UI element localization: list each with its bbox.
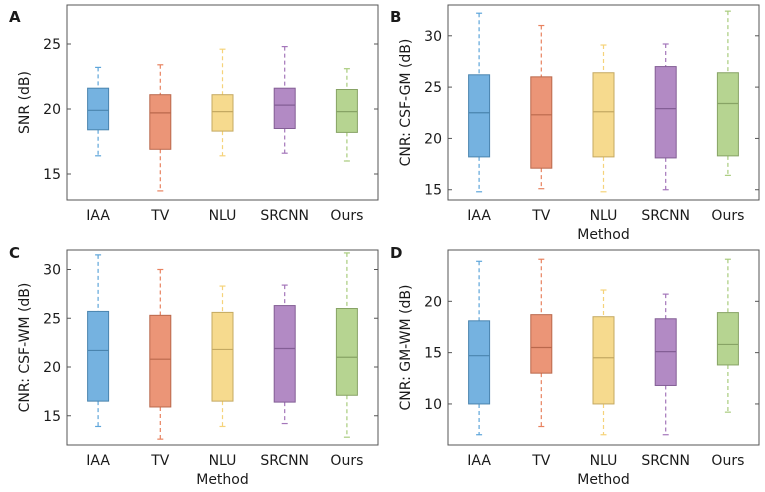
box-ours <box>335 68 358 162</box>
x-tick-label: IAA <box>86 208 110 224</box>
box-body <box>335 308 358 396</box>
y-tick-label: 20 <box>43 360 61 376</box>
x-tick-label: SRCNN <box>260 208 309 224</box>
y-tick-label: 10 <box>424 397 442 413</box>
box-body <box>592 72 615 158</box>
plot-frame <box>66 249 379 446</box>
y-tick-label: 25 <box>43 37 61 53</box>
x-tick-label: SRCNN <box>260 453 309 469</box>
panel-label: C <box>9 244 20 262</box>
box-srcnn <box>654 293 677 436</box>
panel-label: D <box>390 244 402 262</box>
box-body <box>530 76 553 169</box>
box-tv <box>149 64 172 192</box>
box-body <box>468 74 491 158</box>
y-tick-label: 20 <box>43 102 61 118</box>
box-ours <box>716 258 739 413</box>
y-tick-label: 20 <box>424 294 442 310</box>
panel-d: D 10 15 20 CNR: GM-WM (dB) IAA TV NLU SRCNN Ours M… <box>390 244 760 488</box>
box-iaa <box>87 254 110 428</box>
box-ours <box>716 10 739 176</box>
y-tick-label: 25 <box>424 80 442 96</box>
box-nlu <box>211 48 234 157</box>
y-tick-label: 25 <box>43 311 61 327</box>
x-tick-label: IAA <box>467 208 491 224</box>
box-nlu <box>592 289 615 436</box>
box-body <box>592 316 615 405</box>
x-tick-label: Ours <box>711 208 744 224</box>
x-tick-label: NLU <box>590 453 618 469</box>
box-body <box>716 72 739 157</box>
box-ours <box>335 252 358 438</box>
y-tick-label: 30 <box>43 263 61 279</box>
y-axis-label: SNR (dB) <box>17 71 33 134</box>
x-tick-label: NLU <box>209 453 237 469</box>
y-tick-label: 15 <box>43 167 61 183</box>
y-tick-label: 30 <box>424 29 442 45</box>
box-iaa <box>468 12 491 193</box>
box-body <box>211 311 234 402</box>
x-tick-label: NLU <box>590 208 618 224</box>
x-tick-label: NLU <box>209 208 237 224</box>
box-body <box>468 320 491 405</box>
box-body <box>149 94 172 150</box>
x-tick-label: TV <box>150 208 170 224</box>
x-tick-label: IAA <box>86 453 110 469</box>
x-tick-label: Ours <box>330 208 363 224</box>
box-tv <box>530 258 553 428</box>
y-axis-label: CNR: CSF-GM (dB) <box>398 39 414 167</box>
panel-b: B 15 20 25 30 CNR: CSF-GM (dB) IAA TV NLU SRCNN Ou… <box>390 4 760 243</box>
y-axis-label: CNR: GM-WM (dB) <box>398 285 414 411</box>
box-body <box>87 310 110 402</box>
x-tick-label: TV <box>531 453 551 469</box>
x-tick-label: TV <box>531 208 551 224</box>
x-tick-label: SRCNN <box>641 453 690 469</box>
y-tick-label: 15 <box>43 409 61 425</box>
panel-label: B <box>390 8 401 26</box>
y-tick-label: 20 <box>424 131 442 147</box>
box-iaa <box>87 66 110 157</box>
panel-label: A <box>9 8 21 26</box>
box-body <box>335 89 358 133</box>
x-tick-label: TV <box>150 453 170 469</box>
box-body <box>530 314 553 374</box>
box-body <box>211 94 234 132</box>
x-axis-label: Method <box>577 472 630 488</box>
box-body <box>654 66 677 159</box>
y-tick-label: 15 <box>424 183 442 199</box>
box-iaa <box>468 260 491 436</box>
x-tick-label: SRCNN <box>641 208 690 224</box>
plot-frame <box>66 4 379 201</box>
box-nlu <box>211 285 234 428</box>
box-body <box>716 312 739 366</box>
panel-c: C 15 20 25 30 CNR: CSF-WM (dB) IAA TV NLU SRCNN Ou… <box>9 244 379 488</box>
plot-frame <box>447 4 760 201</box>
box-tv <box>530 24 553 190</box>
x-axis-label: Method <box>196 472 249 488</box>
x-tick-label: Ours <box>711 453 744 469</box>
x-tick-label: IAA <box>467 453 491 469</box>
box-body <box>87 87 110 131</box>
box-tv <box>149 268 172 440</box>
box-body <box>273 87 296 129</box>
y-tick-label: 15 <box>424 346 442 362</box>
x-axis-label: Method <box>577 227 630 243</box>
box-srcnn <box>273 284 296 425</box>
box-nlu <box>592 44 615 193</box>
box-body <box>149 314 172 408</box>
plot-frame <box>447 249 760 446</box>
box-body <box>273 305 296 403</box>
y-axis-label: CNR: CSF-WM (dB) <box>17 283 33 413</box>
panel-a: A 15 20 25 SNR (dB) IAA TV NLU SRCNN Ours <box>9 4 379 224</box>
box-srcnn <box>273 45 296 154</box>
box-srcnn <box>654 43 677 191</box>
x-tick-label: Ours <box>330 453 363 469</box>
